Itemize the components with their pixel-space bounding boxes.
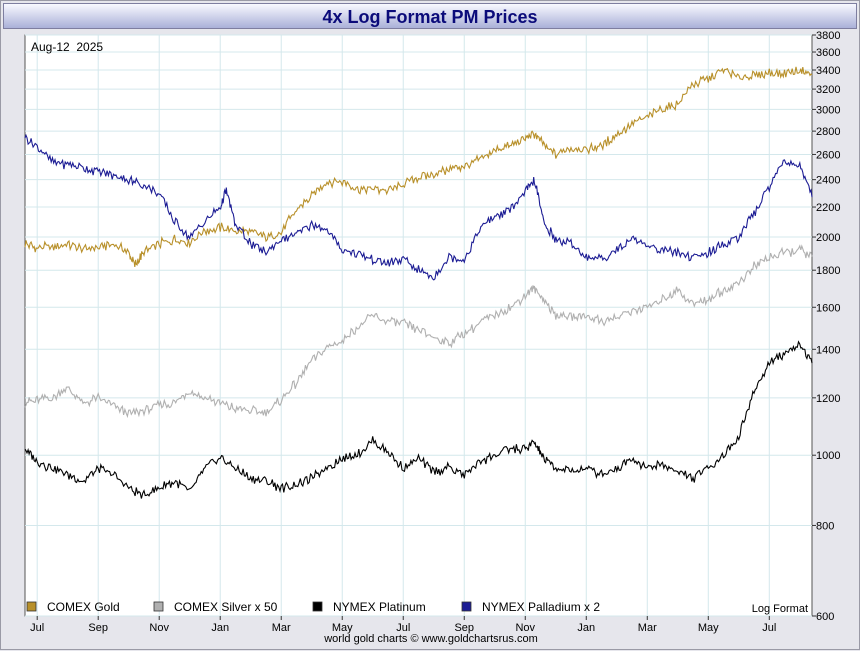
x-tick-label: Jan (577, 622, 595, 634)
y-tick-label: 2400 (816, 175, 840, 187)
x-tick-label: Mar (272, 622, 291, 634)
x-tick-label: Sep (454, 622, 474, 634)
y-tick-label: 1400 (816, 344, 840, 356)
series-line (24, 133, 813, 281)
y-tick-label: 3000 (816, 104, 840, 116)
y-tick-label: 1600 (816, 302, 840, 314)
y-tick-label: 800 (816, 520, 834, 532)
y-tick-label: 1800 (816, 265, 840, 277)
y-tick-label: 1000 (816, 450, 840, 462)
x-tick-label: Jul (762, 622, 776, 634)
legend-label: NYMEX Platinum (333, 600, 426, 614)
footer-credit: world gold charts © www.goldchartsrus.co… (324, 633, 538, 645)
x-tick-label: Jan (211, 622, 229, 634)
series-line (24, 244, 813, 419)
series-line (24, 340, 813, 499)
y-tick-label: 3800 (816, 30, 840, 42)
x-tick-label: Jul (30, 622, 44, 634)
x-tick-label: Sep (88, 622, 108, 634)
scale-note: Log Format (752, 603, 808, 615)
title-bar: 4x Log Format PM Prices (3, 3, 857, 29)
y-tick-label: 3400 (816, 65, 840, 77)
y-tick-label: 3200 (816, 84, 840, 96)
series-line (24, 66, 813, 267)
y-tick-label: 1200 (816, 393, 840, 405)
legend-label: COMEX Gold (47, 600, 120, 614)
y-tick-label: 2200 (816, 202, 840, 214)
legend-swatch (312, 601, 323, 612)
legend-label: COMEX Silver x 50 (174, 600, 278, 614)
legend-label: NYMEX Palladium x 2 (482, 600, 600, 614)
y-tick-label: 2800 (816, 126, 840, 138)
legend-swatch (461, 601, 472, 612)
plot-area (24, 34, 813, 617)
legend-swatch (26, 601, 37, 612)
x-tick-label: Nov (149, 622, 169, 634)
legend-swatch (153, 601, 164, 612)
x-tick-label: Nov (515, 622, 535, 634)
chart-title: 4x Log Format PM Prices (322, 7, 538, 27)
x-tick-label: Mar (638, 622, 657, 634)
x-tick-label: May (332, 622, 353, 634)
x-tick-label: May (698, 622, 719, 634)
y-tick-label: 2000 (816, 232, 840, 244)
date-label: Aug-12 2025 (31, 40, 103, 54)
x-tick-label: Jul (396, 622, 410, 634)
y-tick-label: 3600 (816, 47, 840, 59)
y-tick-label: 600 (816, 611, 834, 623)
y-tick-label: 2600 (816, 149, 840, 161)
